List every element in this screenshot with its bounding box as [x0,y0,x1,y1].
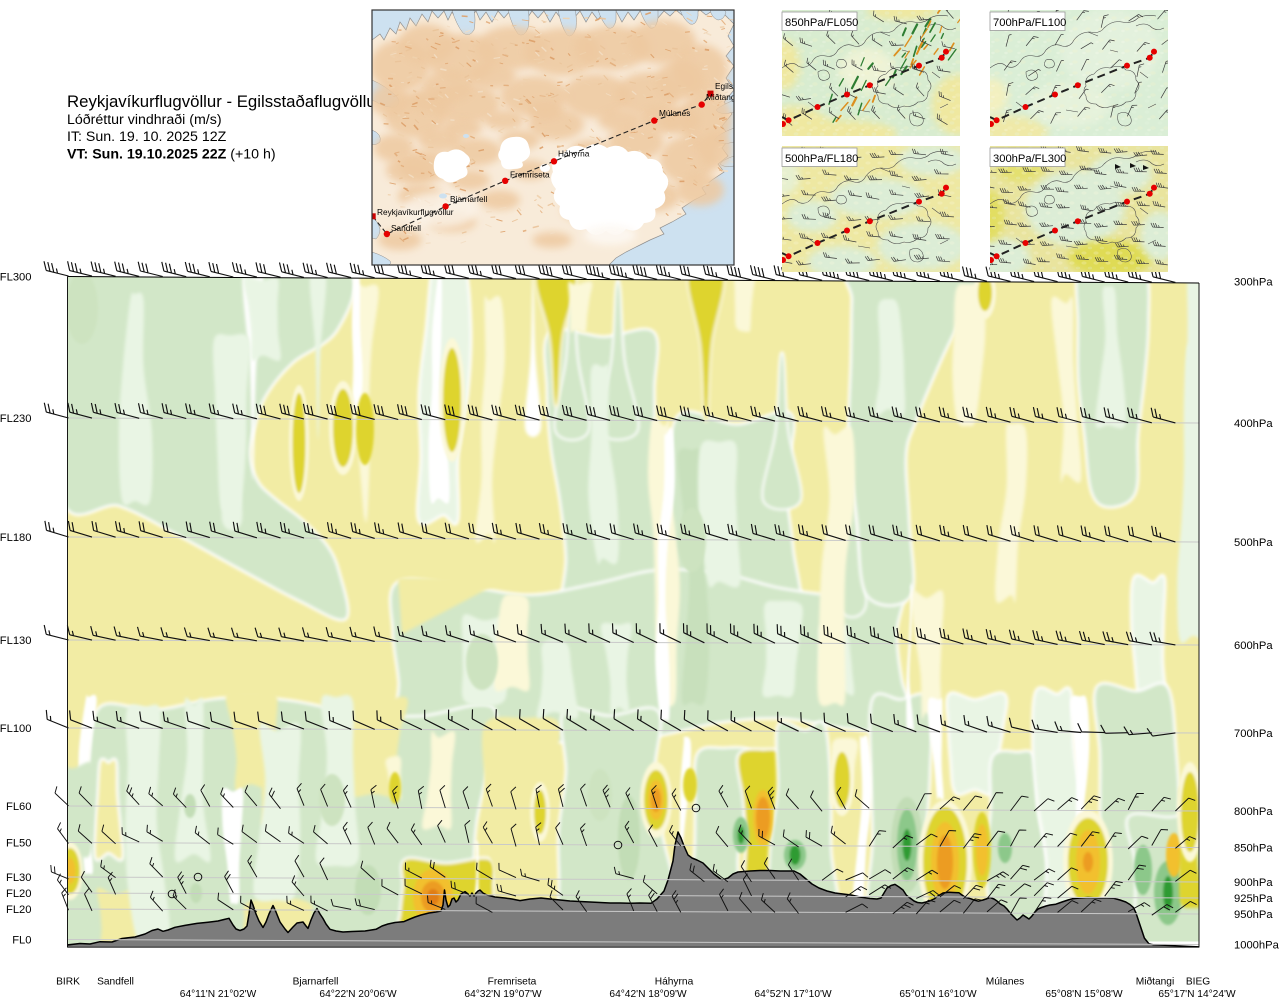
svg-text:700hPa: 700hPa [1234,728,1273,740]
svg-text:850hPa: 850hPa [1234,843,1273,855]
svg-text:FL180: FL180 [0,532,32,544]
svg-text:925hPa: 925hPa [1234,893,1273,905]
svg-text:64°32'N 19°07'W: 64°32'N 19°07'W [464,989,542,1000]
svg-text:300hPa/FL300: 300hPa/FL300 [993,153,1066,165]
svg-text:Egilsstaðafl: Egilsstaðafl [715,81,758,91]
svg-text:64°52'N 17°10'W: 64°52'N 17°10'W [754,989,832,1000]
svg-text:FL0: FL0 [12,935,31,947]
svg-text:65°08'N 15°08'W: 65°08'N 15°08'W [1045,989,1123,1000]
svg-text:FL300: FL300 [0,272,32,284]
svg-text:FL50: FL50 [6,838,32,850]
svg-text:FL230: FL230 [0,413,32,425]
svg-text:1000hPa: 1000hPa [1234,940,1280,952]
svg-text:Miðtangi: Miðtangi [706,92,738,102]
svg-text:850hPa/FL050: 850hPa/FL050 [785,17,858,29]
svg-text:Háhyrna: Háhyrna [558,149,590,159]
svg-text:Fremriseta: Fremriseta [510,170,550,180]
svg-text:64°42'N 18°09'W: 64°42'N 18°09'W [609,989,687,1000]
svg-text:VT: Sun. 19.10.2025 22Z (+10 h: VT: Sun. 19.10.2025 22Z (+10 h) [67,147,276,163]
svg-text:Reykjavíkurflugvöllur: Reykjavíkurflugvöllur [377,207,454,217]
svg-text:Bjarnarfell: Bjarnarfell [293,977,339,988]
svg-text:FL20: FL20 [6,904,32,916]
svg-text:IT: Sun. 19. 10. 2025 12Z: IT: Sun. 19. 10. 2025 12Z [67,129,227,145]
svg-text:300hPa: 300hPa [1234,277,1273,289]
svg-text:FL60: FL60 [6,801,32,813]
svg-text:Háhyrna: Háhyrna [655,977,694,988]
svg-text:BIRK: BIRK [56,977,80,988]
svg-text:500hPa: 500hPa [1234,537,1273,549]
svg-text:64°22'N 20°06'W: 64°22'N 20°06'W [319,989,397,1000]
svg-text:FL30: FL30 [6,872,32,884]
svg-text:500hPa/FL180: 500hPa/FL180 [785,153,858,165]
svg-text:64°11'N 21°02'W: 64°11'N 21°02'W [180,989,257,1000]
svg-text:Múlanes: Múlanes [659,108,690,118]
svg-text:Sandfell: Sandfell [391,223,421,233]
svg-text:Miðtangi: Miðtangi [1136,976,1175,988]
svg-text:800hPa: 800hPa [1234,806,1273,818]
svg-text:950hPa: 950hPa [1234,909,1273,921]
svg-text:600hPa: 600hPa [1234,640,1273,652]
svg-text:65°01'N 16°10'W: 65°01'N 16°10'W [899,989,977,1000]
svg-text:65°17'N 14°24'W: 65°17'N 14°24'W [1158,989,1236,1000]
svg-text:BIEG: BIEG [1186,977,1210,988]
svg-text:Múlanes: Múlanes [986,977,1025,988]
svg-text:FL20: FL20 [6,888,32,900]
svg-text:Lóðréttur vindhraði (m/s): Lóðréttur vindhraði (m/s) [67,112,222,128]
svg-text:400hPa: 400hPa [1234,418,1273,430]
svg-text:Fremriseta: Fremriseta [488,977,537,988]
svg-text:FL100: FL100 [0,723,32,735]
svg-text:Bjarnarfell: Bjarnarfell [450,194,488,204]
svg-text:900hPa: 900hPa [1234,877,1273,889]
svg-text:700hPa/FL100: 700hPa/FL100 [993,17,1066,29]
svg-text:Sandfell: Sandfell [97,977,134,988]
svg-text:FL130: FL130 [0,635,32,647]
svg-text:Reykjavíkurflugvöllur - Egilss: Reykjavíkurflugvöllur - Egilsstaðaflugvö… [67,92,382,111]
